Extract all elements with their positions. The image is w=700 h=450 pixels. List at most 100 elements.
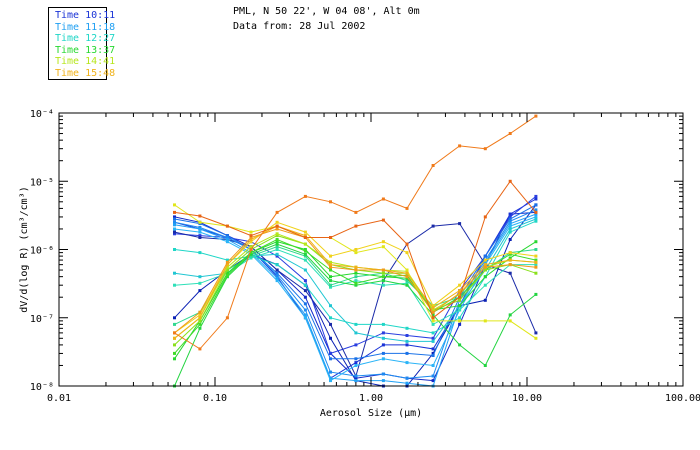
data-point-11-6 bbox=[303, 283, 307, 287]
data-point-6-13 bbox=[483, 254, 487, 258]
data-point-21-12 bbox=[458, 289, 462, 293]
legend-entry-6: Time 15:48 bbox=[55, 67, 116, 79]
data-point-24-13 bbox=[483, 215, 487, 219]
data-point-15-3 bbox=[225, 271, 229, 275]
data-point-19-9 bbox=[381, 245, 385, 249]
data-point-8-6 bbox=[303, 313, 307, 317]
data-point-8-13 bbox=[483, 260, 487, 264]
data-point-24-10 bbox=[405, 242, 409, 246]
data-point-7-8 bbox=[354, 374, 358, 378]
data-point-6-7 bbox=[329, 357, 332, 361]
data-point-1-2 bbox=[198, 289, 202, 293]
data-point-14-5 bbox=[275, 242, 279, 246]
data-point-19-11 bbox=[431, 319, 435, 323]
legend: Time 10:11 Time 11:18 Time 12:27 Time 13… bbox=[48, 7, 116, 80]
data-point-2-11 bbox=[431, 379, 435, 383]
series-7 bbox=[173, 208, 538, 380]
legend-entry-2: Time 11:18 bbox=[55, 21, 116, 33]
data-point-21-1 bbox=[173, 336, 176, 340]
data-point-15-12 bbox=[458, 304, 462, 308]
data-point-13-15 bbox=[534, 248, 538, 251]
data-point-9-3 bbox=[225, 240, 229, 244]
x-tick-label: 10.00 bbox=[512, 393, 542, 404]
data-point-9-5 bbox=[275, 279, 279, 283]
y-tick-label: 10⁻⁵ bbox=[30, 177, 54, 188]
data-point-13-10 bbox=[405, 279, 409, 283]
data-point-23-8 bbox=[354, 210, 358, 214]
data-point-4-14 bbox=[508, 215, 512, 219]
data-point-10-6 bbox=[303, 268, 307, 272]
data-point-21-14 bbox=[508, 258, 512, 262]
data-point-13-5 bbox=[275, 245, 279, 249]
data-point-16-15 bbox=[534, 258, 538, 262]
chart-subtitle: Data from: 28 Jul 2002 bbox=[233, 21, 366, 32]
data-point-11-9 bbox=[381, 322, 385, 326]
series-9 bbox=[173, 215, 538, 383]
data-point-11-5 bbox=[275, 263, 279, 267]
data-point-17-9 bbox=[381, 271, 385, 275]
data-point-6-14 bbox=[508, 217, 512, 221]
y-tick-label: 10⁻⁸ bbox=[30, 382, 54, 393]
chart-title: PML, N 50 22', W 04 08', Alt 0m bbox=[233, 6, 420, 17]
data-point-7-7 bbox=[329, 370, 332, 374]
data-point-16-6 bbox=[303, 249, 307, 253]
legend-entry-1: Time 10:11 bbox=[55, 10, 116, 21]
data-point-4-6 bbox=[303, 279, 307, 283]
data-point-7-11 bbox=[431, 374, 435, 378]
data-point-20-14 bbox=[508, 251, 512, 255]
data-point-8-15 bbox=[534, 212, 538, 216]
data-point-22-13 bbox=[483, 265, 487, 269]
data-point-5-12 bbox=[458, 222, 462, 226]
series-line-23 bbox=[174, 115, 537, 350]
data-point-12-6 bbox=[303, 258, 307, 262]
data-point-3-10 bbox=[405, 343, 409, 347]
data-point-23-1 bbox=[173, 331, 176, 335]
data-point-11-12 bbox=[458, 316, 462, 320]
data-point-5-5 bbox=[275, 268, 279, 272]
data-point-14-2 bbox=[198, 326, 202, 330]
data-point-17-15 bbox=[534, 271, 538, 275]
data-point-23-14 bbox=[508, 132, 512, 135]
data-point-5-2 bbox=[198, 236, 202, 239]
data-point-24-8 bbox=[354, 224, 358, 228]
data-point-10-7 bbox=[329, 304, 332, 308]
data-point-3-9 bbox=[381, 343, 385, 347]
data-point-10-10 bbox=[405, 339, 409, 343]
data-point-17-12 bbox=[458, 298, 462, 302]
data-point-6-11 bbox=[431, 354, 435, 357]
data-point-9-14 bbox=[508, 224, 512, 228]
data-point-18-11 bbox=[431, 308, 435, 312]
data-point-19-13 bbox=[483, 319, 487, 323]
data-point-23-6 bbox=[303, 194, 307, 198]
data-point-6-10 bbox=[405, 351, 409, 355]
data-point-2-12 bbox=[458, 322, 462, 326]
data-point-14-8 bbox=[354, 283, 358, 287]
data-point-16-3 bbox=[225, 273, 229, 277]
data-point-16-2 bbox=[198, 322, 202, 326]
data-point-21-8 bbox=[354, 265, 358, 269]
data-point-9-10 bbox=[405, 361, 409, 365]
data-point-20-6 bbox=[303, 230, 307, 234]
data-point-8-10 bbox=[405, 381, 409, 385]
data-point-17-5 bbox=[275, 234, 279, 238]
data-point-22-11 bbox=[431, 310, 435, 314]
data-point-2-6 bbox=[303, 295, 307, 299]
data-point-24-6 bbox=[303, 236, 307, 239]
data-point-11-10 bbox=[405, 326, 409, 330]
data-point-11-14 bbox=[508, 230, 512, 234]
data-point-7-5 bbox=[275, 273, 279, 277]
data-point-24-4 bbox=[249, 234, 253, 238]
data-point-20-7 bbox=[329, 254, 332, 258]
series-16 bbox=[173, 238, 538, 355]
data-point-15-14 bbox=[508, 256, 512, 260]
data-point-12-13 bbox=[483, 283, 487, 287]
data-point-20-8 bbox=[354, 248, 358, 251]
data-point-10-5 bbox=[275, 252, 279, 256]
data-point-17-13 bbox=[483, 268, 487, 272]
data-point-12-12 bbox=[458, 308, 462, 312]
legend-entry-5: Time 14:41 bbox=[55, 56, 116, 67]
data-point-15-1 bbox=[173, 357, 176, 361]
data-point-1-7 bbox=[329, 336, 332, 340]
data-point-9-6 bbox=[303, 316, 307, 320]
data-point-10-2 bbox=[198, 275, 202, 279]
